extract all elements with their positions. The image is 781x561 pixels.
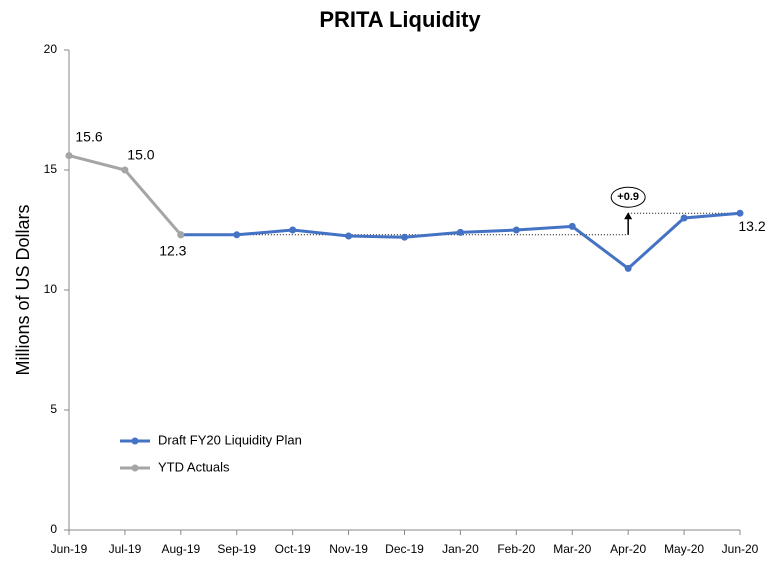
arrow-head (624, 212, 633, 220)
marker (456, 228, 464, 236)
marker (736, 209, 744, 217)
data-label: 12.3 (159, 243, 186, 259)
y-tick-label: 0 (50, 522, 57, 536)
legend-marker (131, 464, 139, 472)
data-label: 15.6 (75, 128, 102, 144)
data-label: 13.2 (738, 218, 765, 234)
y-tick-label: 20 (44, 42, 58, 56)
x-tick-label: Mar-20 (553, 542, 591, 556)
marker (624, 264, 632, 272)
annotation: +0.9 (617, 191, 639, 203)
x-tick-label: Jan-20 (442, 542, 479, 556)
x-tick-label: Sep-19 (217, 542, 256, 556)
legend-marker (131, 437, 139, 445)
legend-label: YTD Actuals (158, 459, 230, 474)
y-tick-label: 15 (44, 162, 58, 176)
marker (121, 166, 129, 174)
y-tick-label: 10 (44, 282, 58, 296)
x-tick-label: Nov-19 (329, 542, 368, 556)
series-line (180, 211, 741, 271)
chart-title: PRITA Liquidity (319, 7, 481, 32)
x-tick-label: Aug-19 (161, 542, 200, 556)
y-axis-title: Millions of US Dollars (13, 204, 33, 375)
x-tick-label: Jun-19 (51, 542, 88, 556)
annotation-box (610, 186, 646, 208)
x-tick-label: Jul-19 (109, 542, 142, 556)
x-tick-label: Feb-20 (497, 542, 535, 556)
marker (512, 226, 520, 234)
legend-label: Draft FY20 Liquidity Plan (158, 432, 302, 447)
x-tick-label: May-20 (664, 542, 704, 556)
x-tick-label: Apr-20 (610, 542, 646, 556)
marker (568, 222, 576, 230)
marker (177, 231, 185, 239)
y-tick-label: 5 (50, 402, 57, 416)
x-tick-label: Dec-19 (385, 542, 424, 556)
x-tick-label: Jun-20 (722, 542, 759, 556)
marker (65, 152, 73, 160)
x-tick-label: Oct-19 (275, 542, 311, 556)
marker (233, 231, 241, 239)
marker (345, 232, 353, 240)
marker (289, 226, 297, 234)
marker (680, 214, 688, 222)
marker (401, 233, 408, 241)
data-label: 15.0 (127, 147, 154, 163)
